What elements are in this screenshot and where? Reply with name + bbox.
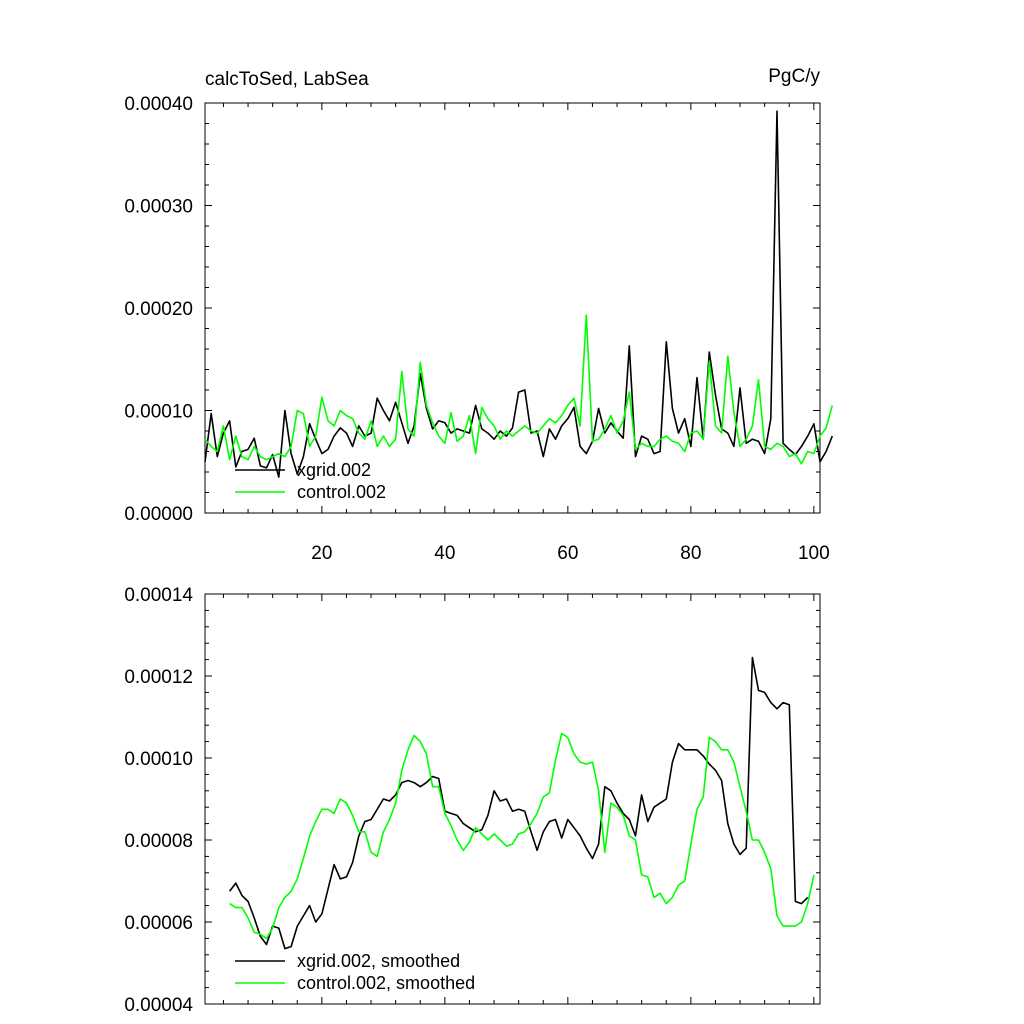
series-line-control-002	[204, 314, 834, 465]
tick-marks	[205, 102, 820, 514]
series-line-control-002-smoothed	[229, 732, 815, 940]
units-label: PgC/y	[768, 66, 820, 87]
y-tick-label: 0.00000	[124, 504, 193, 525]
x-tick-label: 40	[434, 543, 455, 564]
x-tick-labels: 20 40 60 80 100	[311, 543, 829, 564]
legend: xgrid.002, smoothed control.002, smoothe…	[235, 951, 475, 993]
x-tick-label: 80	[680, 543, 701, 564]
bottom-panel: 0.00004 0.00006 0.00008 0.00010 0.00012 …	[124, 585, 821, 1016]
y-tick-label: 0.00010	[124, 402, 193, 423]
y-tick-label: 0.00004	[124, 995, 193, 1016]
series-line-xgrid-002-smoothed	[228, 656, 809, 950]
y-tick-label: 0.00006	[124, 913, 193, 934]
legend: xgrid.002 control.002	[235, 460, 386, 502]
y-tick-label: 0.00008	[124, 831, 193, 852]
top-panel: calcToSed, LabSea PgC/y 0.00000 0.00010 …	[124, 66, 834, 564]
chart-title: calcToSed, LabSea	[205, 69, 369, 90]
plot-frame	[204, 593, 821, 1005]
y-tick-label: 0.00014	[124, 585, 193, 606]
legend-label-xgrid-smoothed: xgrid.002, smoothed	[297, 951, 460, 971]
x-tick-label: 60	[557, 543, 578, 564]
legend-label-xgrid: xgrid.002	[297, 460, 371, 480]
y-tick-labels: 0.00004 0.00006 0.00008 0.00010 0.00012 …	[124, 585, 193, 1016]
legend-label-control-smoothed: control.002, smoothed	[297, 973, 475, 993]
legend-label-control: control.002	[297, 482, 386, 502]
series-lines	[228, 656, 815, 950]
x-tick-label: 20	[311, 543, 332, 564]
series-line-xgrid-002	[204, 110, 834, 478]
y-tick-labels: 0.00000 0.00010 0.00020 0.00030 0.00040	[124, 94, 193, 525]
y-tick-label: 0.00030	[124, 197, 193, 218]
y-tick-label: 0.00010	[124, 749, 193, 770]
y-tick-label: 0.00040	[124, 94, 193, 115]
y-tick-label: 0.00012	[124, 667, 193, 688]
y-tick-label: 0.00020	[124, 299, 193, 320]
series-lines	[204, 110, 834, 478]
plot-frame	[204, 102, 821, 514]
tick-marks	[205, 593, 820, 1005]
x-tick-label: 100	[798, 543, 830, 564]
